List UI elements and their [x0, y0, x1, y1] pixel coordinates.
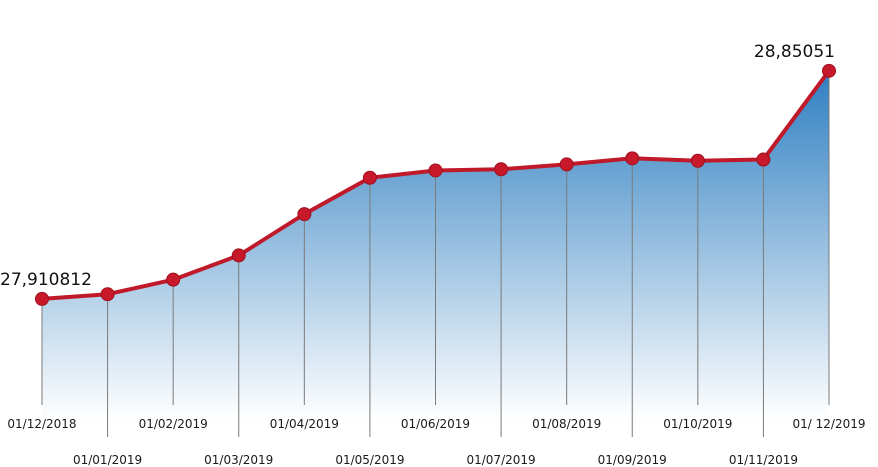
x-tick-label: 01/ 12/2019 [793, 417, 866, 431]
x-tick-label: 01/02/2019 [139, 417, 208, 431]
data-label: 28,85051 [754, 42, 835, 62]
data-point [690, 153, 705, 168]
x-tick-label: 01/11/2019 [729, 453, 798, 467]
data-point [100, 287, 115, 302]
data-point [428, 163, 443, 178]
x-tick-label: 01/05/2019 [335, 453, 404, 467]
x-tick-label: 01/07/2019 [466, 453, 535, 467]
data-label: 27,910812 [0, 270, 92, 290]
x-tick-label: 01/01/2019 [73, 453, 142, 467]
x-tick-label: 01/10/2019 [663, 417, 732, 431]
data-point [362, 170, 377, 185]
data-point [625, 151, 640, 166]
x-tick-label: 01/06/2019 [401, 417, 470, 431]
x-tick-label: 01/03/2019 [204, 453, 273, 467]
data-point [35, 291, 49, 306]
x-tick-label: 01/09/2019 [598, 453, 667, 467]
data-point [494, 162, 509, 177]
data-point [756, 152, 771, 167]
x-tick-label: 01/04/2019 [270, 417, 339, 431]
x-tick-label: 01/12/2018 [7, 417, 76, 431]
data-point [297, 207, 312, 222]
data-point [231, 248, 246, 263]
x-tick-label: 01/08/2019 [532, 417, 601, 431]
data-point [166, 272, 181, 287]
data-point [559, 157, 574, 172]
data-point [822, 63, 836, 78]
